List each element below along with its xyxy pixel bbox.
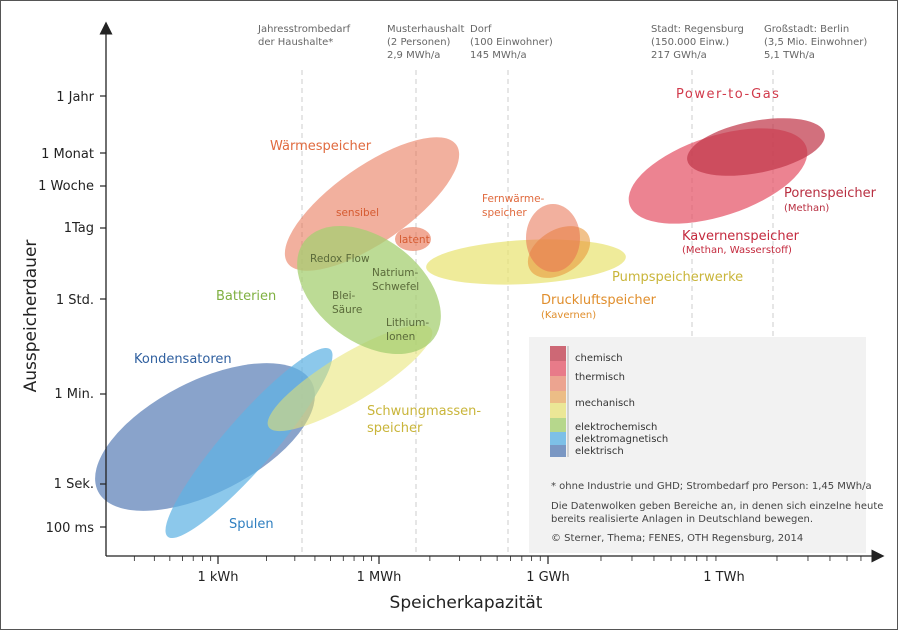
note-copyright: © Sterner, Thema; FENES, OTH Regensburg,… bbox=[551, 533, 803, 544]
ellipse-latent bbox=[395, 227, 431, 251]
ref-label-haushalte: Jahresstrombedarf der Haushalte* bbox=[257, 24, 353, 48]
legend-swatch-chemisch bbox=[550, 346, 566, 361]
label-porenspeicher-note: (Methan) bbox=[784, 203, 829, 214]
label-blei-saeure: Blei- Säure bbox=[332, 290, 362, 316]
legend-swatch-elektrisch bbox=[550, 445, 566, 457]
label-power-to-gas: Power-to-Gas bbox=[676, 87, 780, 102]
legend-swatch-thermisch-red bbox=[550, 361, 566, 376]
y-tick-label-1min: 1 Min. bbox=[54, 387, 94, 402]
legend-swatch-mechanisch-2 bbox=[550, 403, 566, 418]
y-axis-title: Ausspeicherdauer bbox=[21, 240, 41, 393]
y-tick-label-1jahr: 1 Jahr bbox=[56, 90, 94, 105]
x-tick-label-twh: 1 TWh bbox=[703, 570, 744, 585]
label-waermespeicher: Wärmespeicher bbox=[270, 139, 372, 154]
label-fernwaerme: Fernwärme- speicher bbox=[482, 193, 548, 219]
y-tick-label-1sek: 1 Sek. bbox=[54, 477, 94, 492]
label-druckluftspeicher-note: (Kavernen) bbox=[541, 310, 596, 321]
label-kavernenspeicher-note: (Methan, Wasserstoff) bbox=[682, 245, 792, 256]
x-tick-label-gwh: 1 GWh bbox=[526, 570, 570, 585]
ellipse-pumpspeicher bbox=[426, 239, 626, 285]
x-tick-label-kwh: 1 kWh bbox=[197, 570, 238, 585]
y-tick-label-1tag: 1Tag bbox=[64, 221, 94, 236]
x-axis-title: Speicherkapazität bbox=[390, 593, 543, 613]
legend-label-elektromagnetisch: elektromagnetisch bbox=[575, 434, 668, 445]
label-pumpspeicherwerke: Pumpspeicherwerke bbox=[612, 270, 743, 285]
label-druckluftspeicher: Druckluftspeicher bbox=[541, 293, 657, 308]
label-kavernenspeicher: Kavernenspeicher bbox=[682, 229, 800, 244]
legend-swatch-mechanisch-1 bbox=[550, 391, 566, 403]
legend-label-chemisch: chemisch bbox=[575, 353, 623, 364]
label-latent: latent bbox=[399, 234, 430, 246]
label-sensibel: sensibel bbox=[336, 207, 379, 219]
label-spulen: Spulen bbox=[229, 517, 274, 532]
legend-panel bbox=[529, 337, 866, 553]
legend-swatch-thermisch bbox=[550, 376, 566, 391]
label-schwungmassen: Schwungmassen- speicher bbox=[367, 404, 485, 436]
ref-label-dorf: Dorf (100 Einwohner) 145 MWh/a bbox=[470, 24, 556, 61]
note-description-1: Die Datenwolken geben Bereiche an, in de… bbox=[551, 501, 883, 512]
ref-label-musterhaushalt: Musterhaushalt (2 Personen) 2,9 MWh/a bbox=[387, 24, 468, 61]
storage-ellipses bbox=[95, 118, 825, 539]
legend-swatch-elektromagnetisch bbox=[550, 432, 566, 445]
note-description-2: bereits realisierte Anlagen in Deutschla… bbox=[551, 514, 813, 525]
legend: chemisch thermisch mechanisch elektroche… bbox=[550, 346, 668, 457]
y-tick-label-1monat: 1 Monat bbox=[41, 147, 94, 162]
ellipse-porenspeicher bbox=[687, 118, 825, 176]
y-tick-label-100ms: 100 ms bbox=[46, 521, 95, 536]
legend-label-mechanisch: mechanisch bbox=[575, 398, 635, 409]
label-lithium-ionen: Lithium- Ionen bbox=[386, 317, 432, 343]
y-tick-marks bbox=[100, 95, 106, 528]
label-batterien: Batterien bbox=[216, 289, 276, 304]
ellipse-batterien bbox=[297, 225, 441, 355]
label-kondensatoren: Kondensatoren bbox=[134, 352, 232, 367]
ref-label-regensburg: Stadt: Regensburg (150.000 Einw.) 217 GW… bbox=[651, 24, 747, 61]
ref-label-berlin: Großstadt: Berlin (3,5 Mio. Einwohner) 5… bbox=[764, 24, 870, 61]
legend-label-elektrisch: elektrisch bbox=[575, 446, 624, 457]
y-tick-label-1woche: 1 Woche bbox=[38, 179, 94, 194]
ellipse-fernwaerme bbox=[526, 204, 580, 272]
label-redox-flow: Redox Flow bbox=[310, 253, 370, 265]
x-tick-label-mwh: 1 MWh bbox=[357, 570, 402, 585]
legend-label-elektrochemisch: elektrochemisch bbox=[575, 422, 657, 433]
note-footnote: * ohne Industrie und GHD; Strombedarf pr… bbox=[551, 481, 872, 492]
legend-label-thermisch: thermisch bbox=[575, 372, 625, 383]
x-minor-ticks bbox=[133, 556, 862, 564]
label-porenspeicher: Porenspeicher bbox=[784, 186, 877, 201]
y-tick-label-1std: 1 Std. bbox=[56, 293, 94, 308]
legend-swatch-elektrochemisch bbox=[550, 418, 566, 432]
label-natrium-schwefel: Natrium- Schwefel bbox=[372, 267, 422, 293]
